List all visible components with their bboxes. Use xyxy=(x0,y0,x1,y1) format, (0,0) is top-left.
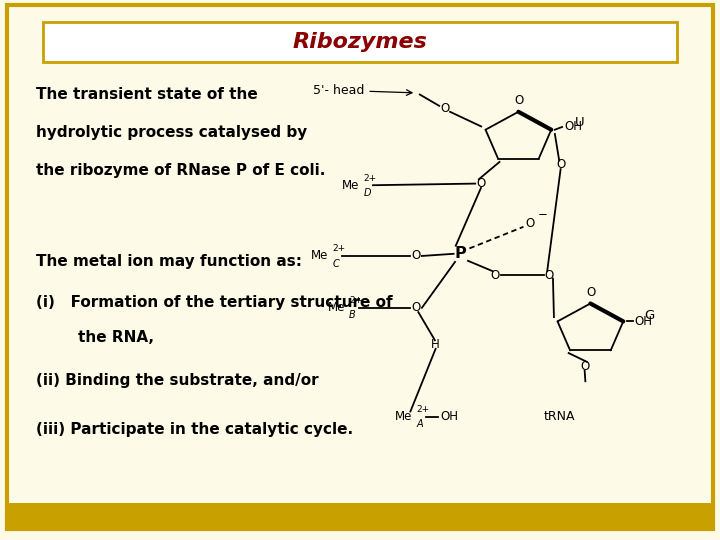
Text: OH: OH xyxy=(635,315,653,328)
Text: O: O xyxy=(526,217,535,230)
Text: the RNA,: the RNA, xyxy=(36,330,154,345)
Text: (i)   Formation of the tertiary structure of: (i) Formation of the tertiary structure … xyxy=(36,295,392,310)
Text: U: U xyxy=(575,116,585,129)
Text: B: B xyxy=(349,310,356,320)
Text: 2+: 2+ xyxy=(416,406,429,414)
Text: tRNA: tRNA xyxy=(544,410,575,423)
Text: O: O xyxy=(556,158,565,171)
Text: The metal ion may function as:: The metal ion may function as: xyxy=(36,254,302,269)
Text: OH: OH xyxy=(564,120,582,133)
Bar xyxy=(7,503,713,529)
Text: −: − xyxy=(538,208,548,221)
Text: P: P xyxy=(455,246,467,261)
Text: O: O xyxy=(412,301,420,314)
Text: 2+: 2+ xyxy=(364,174,377,183)
Text: C: C xyxy=(333,259,339,268)
Text: A: A xyxy=(416,420,423,429)
FancyBboxPatch shape xyxy=(7,5,713,529)
Text: O: O xyxy=(545,269,554,282)
Text: H: H xyxy=(431,338,440,351)
Text: (ii) Binding the substrate, and/or: (ii) Binding the substrate, and/or xyxy=(36,373,319,388)
Text: The transient state of the: The transient state of the xyxy=(36,87,258,102)
Text: O: O xyxy=(477,177,485,190)
Text: O: O xyxy=(491,269,500,282)
Text: Me: Me xyxy=(311,249,328,262)
Text: OH: OH xyxy=(441,410,459,423)
Text: 2+: 2+ xyxy=(333,245,346,253)
Text: Me: Me xyxy=(342,179,359,192)
Text: Ribozymes: Ribozymes xyxy=(292,31,428,52)
Text: O: O xyxy=(587,286,595,299)
Text: O: O xyxy=(580,360,589,373)
Text: (iii) Participate in the catalytic cycle.: (iii) Participate in the catalytic cycle… xyxy=(36,422,353,437)
Text: D: D xyxy=(364,188,371,198)
Text: Me: Me xyxy=(395,410,412,423)
Text: Me: Me xyxy=(328,301,345,314)
Text: O: O xyxy=(441,102,449,114)
Text: 2+: 2+ xyxy=(349,296,362,305)
Text: the ribozyme of RNase P of E coli.: the ribozyme of RNase P of E coli. xyxy=(36,163,325,178)
Text: O: O xyxy=(515,94,523,107)
Text: 5'- head: 5'- head xyxy=(313,84,364,97)
Text: G: G xyxy=(644,309,654,322)
Text: O: O xyxy=(412,249,420,262)
FancyBboxPatch shape xyxy=(43,22,677,62)
Text: hydrolytic process catalysed by: hydrolytic process catalysed by xyxy=(36,125,307,140)
